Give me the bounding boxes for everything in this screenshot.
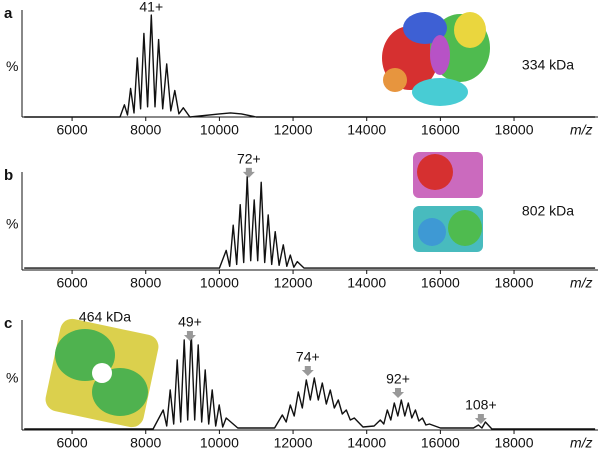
x-tick-label: 10000 — [200, 275, 239, 291]
x-axis-label: m/z — [570, 122, 593, 138]
panel-label: a — [4, 5, 13, 22]
x-tick-label: 16000 — [421, 122, 460, 138]
charge-state-label: 92+ — [386, 371, 410, 387]
mass-label: 802 kDa — [522, 203, 574, 219]
charge-state-label: 41+ — [139, 0, 163, 15]
charge-arrow — [301, 366, 314, 376]
x-tick-label: 18000 — [495, 122, 534, 138]
charge-state-label: 72+ — [237, 151, 261, 167]
x-tick-label: 12000 — [274, 435, 313, 451]
x-tick-label: 18000 — [495, 275, 534, 291]
x-tick-label: 14000 — [347, 275, 386, 291]
mass-label: 334 kDa — [522, 57, 574, 73]
structure-a — [382, 12, 490, 106]
y-axis-label: % — [6, 216, 18, 232]
x-tick-label: 6000 — [57, 122, 88, 138]
spectrum-line — [24, 14, 596, 118]
x-tick-label: 6000 — [57, 435, 88, 451]
x-tick-label: 12000 — [274, 122, 313, 138]
x-tick-label: 8000 — [130, 275, 161, 291]
spectrum-line — [24, 176, 596, 269]
x-tick-label: 10000 — [200, 435, 239, 451]
x-tick-label: 18000 — [495, 435, 534, 451]
charge-state-label: 49+ — [178, 314, 202, 330]
x-tick-label: 8000 — [130, 435, 161, 451]
x-tick-label: 10000 — [200, 122, 239, 138]
x-tick-label: 8000 — [130, 122, 161, 138]
x-tick-label: 16000 — [421, 275, 460, 291]
charge-arrow — [183, 331, 196, 341]
charge-arrow — [242, 167, 255, 178]
y-axis-label: % — [6, 370, 18, 386]
y-axis-label: % — [6, 58, 18, 74]
x-tick-label: 6000 — [57, 275, 88, 291]
charge-state-label: 74+ — [296, 349, 320, 365]
x-tick-label: 12000 — [274, 275, 313, 291]
charge-state-label: 108+ — [465, 397, 497, 413]
spectrum-line — [24, 331, 596, 430]
structure-c — [45, 318, 159, 428]
panel-label: c — [4, 315, 12, 332]
x-tick-label: 16000 — [421, 435, 460, 451]
x-tick-label: 14000 — [347, 435, 386, 451]
mass-label: 464 kDa — [79, 309, 131, 325]
structure-b — [413, 152, 483, 252]
charge-arrow — [474, 414, 487, 424]
panel-label: b — [4, 167, 13, 184]
x-axis-label: m/z — [570, 275, 593, 291]
x-tick-label: 14000 — [347, 122, 386, 138]
charge-arrow — [392, 388, 405, 398]
x-axis-label: m/z — [570, 435, 593, 451]
